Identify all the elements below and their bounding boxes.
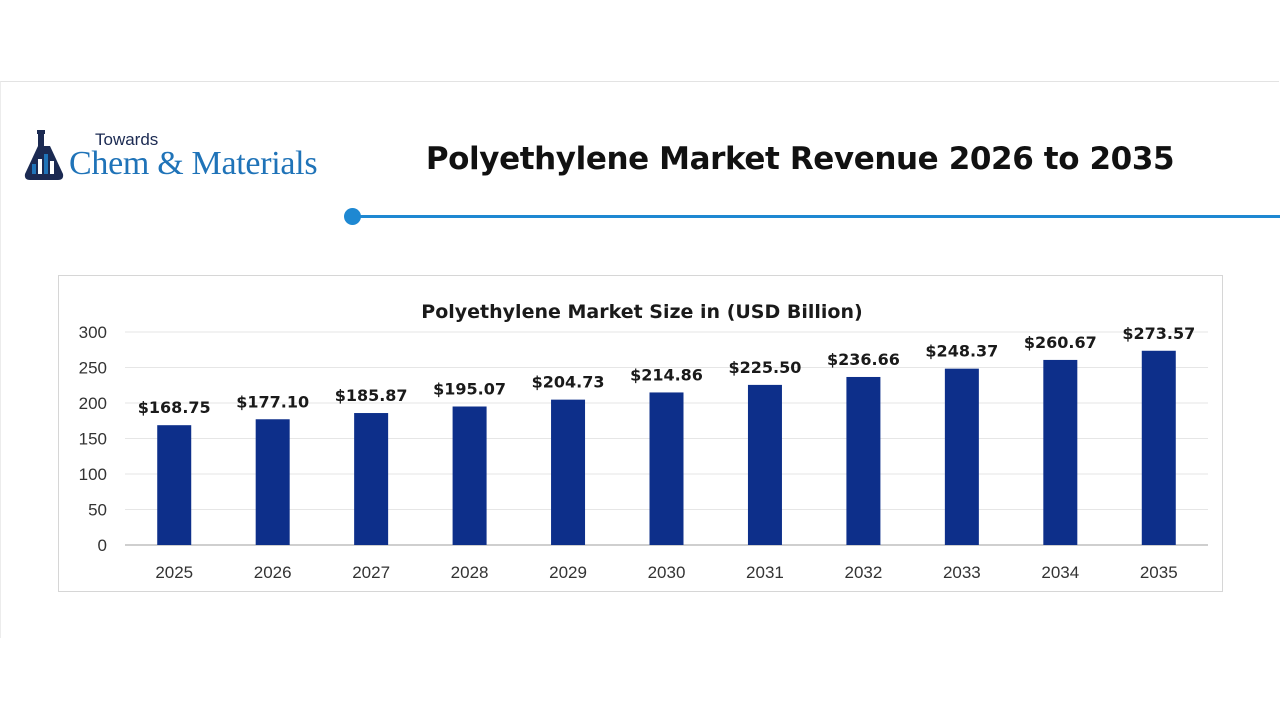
chart-container: Polyethylene Market Size in (USD Billion… — [58, 275, 1223, 592]
data-labels: $168.75 $177.10 $185.87 $195.07 $204.73 $214.… — [138, 324, 1195, 417]
bars — [157, 350, 1176, 545]
data-label: $236.66 — [827, 350, 900, 369]
data-label: $177.10 — [236, 392, 309, 411]
chart-title: Polyethylene Market Size in (USD Billion… — [421, 301, 862, 323]
bar — [944, 368, 979, 545]
y-tick-label: 250 — [79, 359, 107, 378]
y-tick-label: 50 — [88, 501, 107, 520]
axes: 0 50 100 150 200 250 300 2025 2026 2027 2028 2029 20… — [79, 323, 1208, 582]
y-tick-label: 300 — [79, 323, 107, 342]
data-label: $273.57 — [1122, 324, 1195, 343]
y-tick-label: 150 — [79, 430, 107, 449]
x-tick-label: 2031 — [746, 563, 784, 582]
flask-icon — [24, 130, 64, 180]
bar — [747, 384, 782, 545]
bar — [846, 376, 881, 545]
divider-dot — [344, 208, 361, 225]
y-tick-label: 100 — [79, 465, 107, 484]
x-tick-label: 2026 — [254, 563, 292, 582]
x-tick-label: 2029 — [549, 563, 587, 582]
page-title: Polyethylene Market Revenue 2026 to 2035 — [425, 141, 1175, 177]
x-tick-label: 2035 — [1140, 563, 1178, 582]
bar — [255, 419, 290, 545]
bar-chart: Polyethylene Market Size in (USD Billion… — [79, 301, 1208, 582]
data-label: $260.67 — [1024, 333, 1097, 352]
bar — [452, 406, 487, 545]
x-tick-label: 2033 — [943, 563, 981, 582]
x-tick-label: 2032 — [844, 563, 882, 582]
data-label: $225.50 — [729, 358, 802, 377]
brand-logo: Towards Chem & Materials — [23, 128, 353, 188]
bar — [551, 399, 586, 545]
x-tick-label: 2028 — [451, 563, 489, 582]
x-tick-label: 2025 — [155, 563, 193, 582]
data-label: $248.37 — [925, 342, 998, 361]
divider-line — [356, 215, 1280, 218]
data-label: $185.87 — [335, 386, 408, 405]
bar — [157, 425, 192, 545]
bar — [1043, 359, 1078, 545]
bar — [354, 413, 389, 545]
data-label: $214.86 — [630, 365, 703, 384]
bar — [1141, 350, 1176, 545]
logo-text-small: Towards — [95, 130, 159, 149]
data-label: $168.75 — [138, 398, 211, 417]
x-tick-label: 2030 — [648, 563, 686, 582]
y-tick-label: 200 — [79, 394, 107, 413]
data-label: $204.73 — [532, 373, 605, 392]
x-tick-label: 2034 — [1041, 563, 1079, 582]
y-tick-label: 0 — [98, 536, 107, 555]
x-tick-label: 2027 — [352, 563, 390, 582]
logo-text-large: Chem & Materials — [69, 145, 318, 182]
data-label: $195.07 — [433, 380, 506, 399]
bar — [649, 392, 684, 545]
